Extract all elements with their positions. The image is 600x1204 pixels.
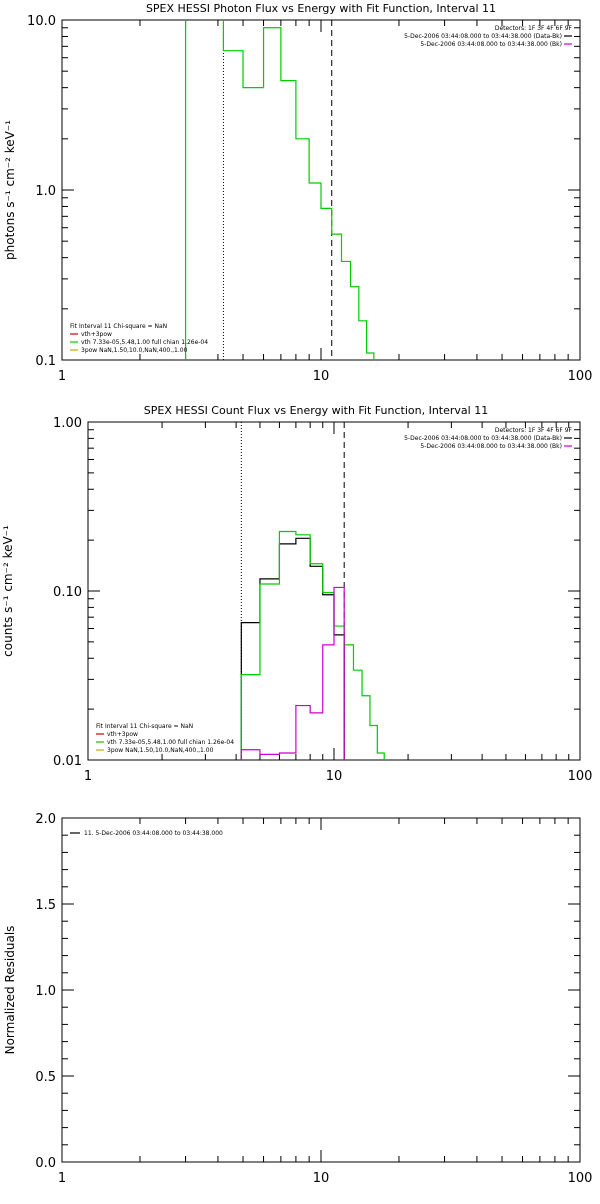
panel1-x-tick-label: 10 <box>313 369 330 384</box>
panel2-series-line-1 <box>240 537 345 760</box>
panel2-fit-legend-header: Fit Interval 11 Chi-square = NaN <box>96 723 193 730</box>
panel1-legend-entry-label: 5-Dec-2006 03:44:08.000 to 03:44:38.000 … <box>420 41 562 48</box>
panel2-x-tick-label: 10 <box>326 769 343 784</box>
panel2-y-axis-label: counts s⁻¹ cm⁻² keV⁻¹ <box>1 525 15 657</box>
panel2-legend-entry-label: 5-Dec-2006 03:44:08.000 to 03:44:38.000 … <box>420 443 562 450</box>
panel1-fit-legend-label: 3pow NaN,1.50,10.0,NaN,400.,1.00 <box>81 347 188 354</box>
panel2-x-tick-label: 100 <box>568 769 593 784</box>
panel3-y-tick-label: 1.5 <box>35 898 56 913</box>
panel1-fit-legend-label: vth 7.33e-05,5.48,1.00 full chian 1.26e-… <box>81 339 208 346</box>
panel1-y-tick-label: 10.0 <box>27 14 56 29</box>
panel3-x-tick-label: 1 <box>58 1171 66 1186</box>
panel2-x-tick-label: 1 <box>84 769 92 784</box>
panel1-y-tick-label: 0.1 <box>35 354 56 369</box>
panel3-residual-legend-label: 11. 5-Dec-2006 03:44:08.000 to 03:44:38.… <box>84 830 223 837</box>
panel1-chart-title: SPEX HESSI Photon Flux vs Energy with Fi… <box>146 2 496 15</box>
panel1-fit-legend-label: vth+3pow <box>81 331 112 338</box>
panel2-y-tick-label: 0.01 <box>53 754 82 769</box>
panel1-fit-legend-header: Fit Interval 11 Chi-square = NaN <box>70 323 167 330</box>
panel2-y-tick-label: 1.00 <box>53 416 82 431</box>
panel3-y-tick-label: 2.0 <box>35 812 56 827</box>
panel3-y-axis-label: Normalized Residuals <box>3 926 17 1055</box>
panel1-legend-entry-label: 5-Dec-2006 03:44:08.000 to 03:44:38.000 … <box>404 33 562 40</box>
panel2-legend-entry-label: 5-Dec-2006 03:44:08.000 to 03:44:38.000 … <box>404 435 562 442</box>
panel2-y-tick-label: 0.10 <box>53 585 82 600</box>
panel2-fit-legend-label: 3pow NaN,1.50,10.0,NaN,400.,1.00 <box>107 747 214 754</box>
panel2-chart-title: SPEX HESSI Count Flux vs Energy with Fit… <box>144 404 488 417</box>
panel3-plot-frame <box>61 817 581 1163</box>
panel3-y-tick-label: 0.0 <box>35 1156 56 1171</box>
panel1-x-tick-label: 1 <box>58 369 66 384</box>
panel1-x-tick-label: 100 <box>568 369 593 384</box>
panel2-fit-legend-label: vth 7.33e-05,5.48,1.00 full chian 1.26e-… <box>107 739 234 746</box>
panel3-x-tick-label: 100 <box>568 1171 593 1186</box>
panel1-series-line-1 <box>184 20 382 360</box>
panel2-series-line-3 <box>240 586 345 760</box>
panel3-x-tick-label: 10 <box>313 1171 330 1186</box>
panel1-legend-detectors: Detectors: 1F 3F 4F 6F 9F <box>495 25 573 32</box>
panel1-y-axis-label: photons s⁻¹ cm⁻² keV⁻¹ <box>3 120 17 260</box>
panel3-y-tick-label: 0.5 <box>35 1070 56 1085</box>
panel2-series-line-2 <box>240 530 392 760</box>
panel2-fit-legend-label: vth+3pow <box>107 731 138 738</box>
panel1-y-tick-label: 1.0 <box>35 184 56 199</box>
panel3-y-tick-label: 1.0 <box>35 984 56 999</box>
panel2-legend-detectors: Detectors: 1F 3F 4F 6F 9F <box>495 427 573 434</box>
